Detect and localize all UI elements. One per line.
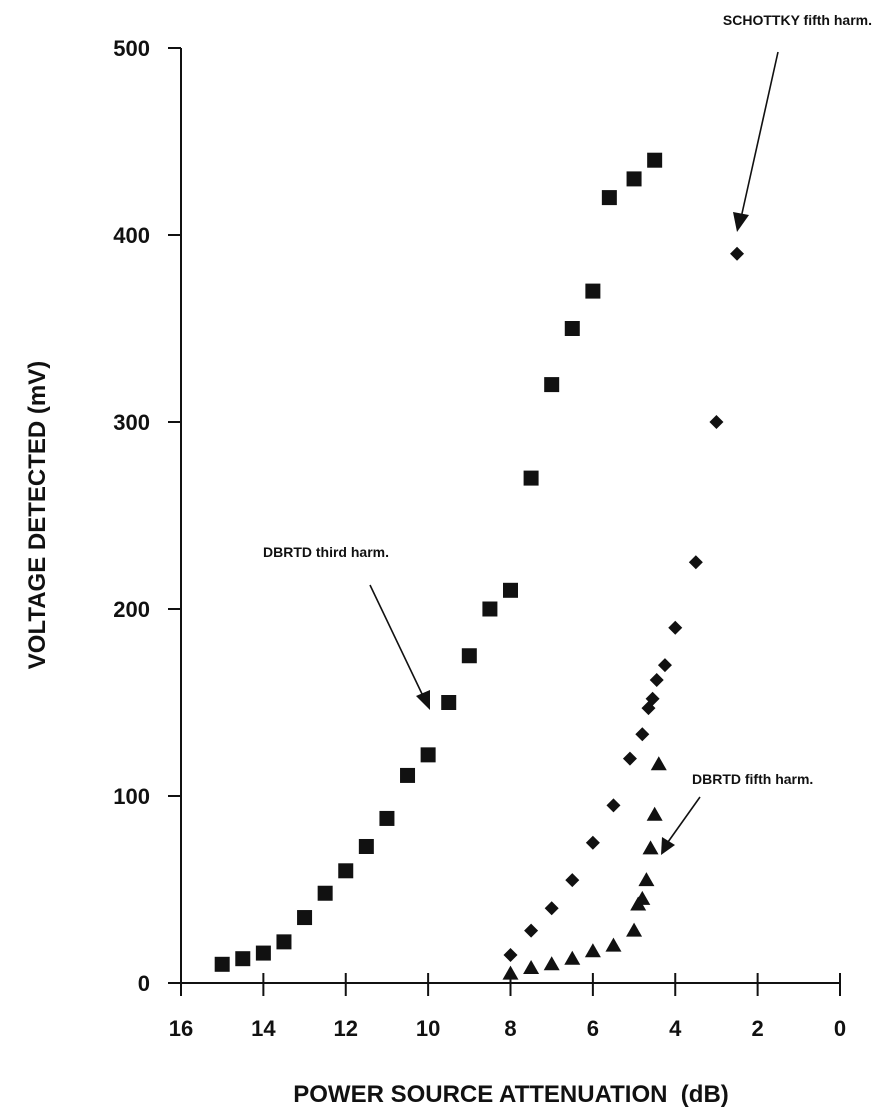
data-point-triangle [523,960,540,975]
data-point-square [358,838,374,854]
data-point-square [297,910,313,926]
data-point-square [461,648,477,664]
x-tick-label: 4 [669,1016,682,1041]
data-point-triangle [646,806,663,821]
x-tick-label: 8 [504,1016,516,1041]
data-point-triangle [502,965,519,980]
data-point-square [544,377,560,393]
annotation-dbrtd-fifth: DBRTD fifth harm. [692,771,813,787]
x-tick-label: 0 [834,1016,846,1041]
data-marks [214,152,745,980]
data-point-triangle [543,956,560,971]
data-point-triangle [634,890,651,905]
data-point-square [647,152,663,168]
arrowhead-dbrtd-third [416,690,430,710]
arrow-schottky-fifth [740,51,779,219]
data-point-triangle [564,950,581,965]
data-point-diamond [709,415,724,429]
x-axis-title: POWER SOURCE ATTENUATION (dB) [293,1081,729,1108]
data-point-diamond [668,620,683,635]
data-point-square [441,695,457,710]
y-tick-label: 0 [138,971,150,996]
data-point-square [503,582,518,598]
y-tick-label: 400 [113,223,150,248]
data-point-square [276,934,292,950]
annotation-schottky-fifth: SCHOTTKY fifth harm. [723,12,872,28]
data-point-triangle [626,922,643,937]
data-point-square [214,956,230,972]
x-tick-label: 10 [416,1016,440,1041]
x-tick-label: 16 [169,1016,193,1041]
data-point-diamond [635,727,650,742]
data-point-square [523,470,539,486]
data-point-square [585,283,601,299]
data-point-diamond [544,901,559,916]
x-tick-label: 12 [334,1016,358,1041]
data-point-diamond [524,923,539,938]
data-point-square [482,601,498,617]
data-point-diamond [649,673,664,688]
data-point-triangle [642,840,659,855]
data-point-triangle [605,937,622,952]
arrow-dbrtd-fifth [667,796,701,843]
x-tick-label: 2 [752,1016,764,1041]
data-point-triangle [650,756,667,771]
data-point-diamond [606,798,621,813]
y-tick-label: 100 [113,784,150,809]
arrowhead-dbrtd-fifth [661,837,675,855]
data-point-diamond [585,835,600,850]
y-axis-title: VOLTAGE DETECTED (mV) [24,361,51,669]
y-ticks: 0 100 200 300 400 500 [113,36,181,996]
y-tick-label: 200 [113,597,150,622]
data-point-square [564,321,580,336]
data-point-diamond [645,691,660,706]
arrowhead-schottky-fifth [733,212,749,232]
data-point-square [626,171,642,187]
x-tick-label: 6 [587,1016,599,1041]
data-point-diamond [688,555,703,570]
data-point-square [379,810,395,826]
data-point-square [601,190,617,206]
data-point-square [317,885,333,901]
data-point-square [338,863,354,879]
data-point-square [255,945,271,961]
data-point-triangle [584,943,601,958]
annotation-dbrtd-third: DBRTD third harm. [263,544,389,560]
x-ticks: 16 14 12 10 8 6 4 2 0 [169,973,846,1041]
data-point-diamond [622,751,637,766]
data-point-square [420,747,436,763]
data-point-triangle [638,872,655,887]
data-point-diamond [657,658,672,673]
data-point-diamond [503,947,518,962]
data-point-diamond [730,246,745,261]
y-tick-label: 300 [113,410,150,435]
data-point-square [400,767,416,783]
x-tick-label: 14 [251,1016,276,1041]
y-tick-label: 500 [113,36,150,61]
data-point-square [235,951,251,967]
arrow-dbrtd-third [369,584,424,697]
data-point-diamond [565,873,580,888]
